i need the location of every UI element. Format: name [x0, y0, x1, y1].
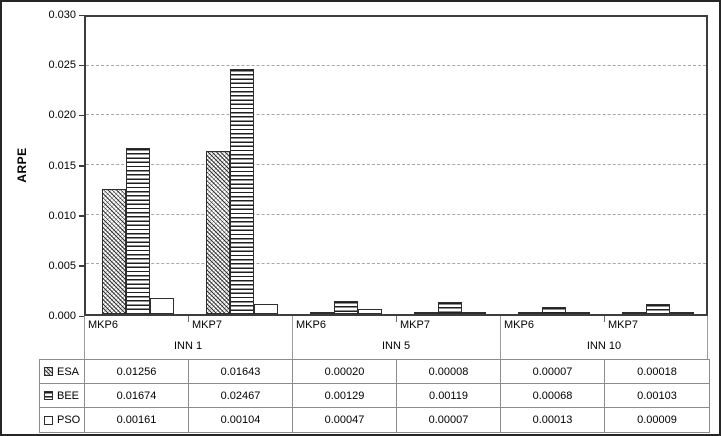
- category-tick: [604, 316, 605, 322]
- bar-ESA-INN1-MKP7: [206, 151, 230, 314]
- table-value-cell: 0.01674: [85, 384, 189, 408]
- group-separator: [707, 316, 708, 359]
- legend-swatch-diagonal-hatch-icon: [44, 367, 53, 376]
- y-tick-mark: [79, 114, 84, 117]
- group-separator: [292, 316, 293, 359]
- table-value-cell: 0.01256: [85, 360, 189, 384]
- table-value-cell: 0.00007: [397, 408, 501, 432]
- bar-PSO-INN10-MKP6: [566, 312, 590, 314]
- y-tick-label: 0.000: [48, 310, 76, 322]
- bar-BEE-INN1-MKP6: [126, 148, 150, 314]
- table-value-cell: 0.00009: [605, 408, 709, 432]
- y-tick-label: 0.010: [48, 209, 76, 222]
- table-value-cell: 0.00020: [293, 360, 397, 384]
- x-category-label: MKP6: [504, 319, 534, 331]
- x-category-label: MKP6: [296, 319, 326, 331]
- data-table: ESA 0.01256 0.01643 0.00020 0.00008 0.00007 0.…: [39, 359, 710, 433]
- legend-label: BEE: [57, 389, 80, 402]
- legend-cell-PSO: PSO: [40, 408, 85, 432]
- legend-label: PSO: [57, 414, 81, 426]
- bar-PSO-INN5-MKP7: [462, 312, 486, 314]
- y-tick-mark: [79, 14, 84, 16]
- bar-BEE-INN10-MKP6: [542, 307, 566, 314]
- bar-ESA-INN1-MKP6: [102, 189, 126, 314]
- gridline-0.005: [86, 263, 706, 265]
- bar-BEE-INN1-MKP7: [230, 69, 254, 314]
- x-group-label: INN 1: [173, 340, 203, 352]
- y-tick-label: 0.020: [48, 109, 76, 122]
- table-value-cell: 0.00119: [397, 384, 501, 408]
- category-tick: [396, 316, 397, 322]
- group-separator: [500, 316, 501, 359]
- table-row-BEE: BEE 0.01674 0.02467 0.00129 0.00119 0.00068 0.…: [40, 384, 709, 408]
- table-value-cell: 0.00013: [501, 408, 605, 432]
- table-value-cell: 0.00103: [605, 384, 709, 408]
- category-tick: [188, 316, 189, 322]
- x-category-label: MKP7: [192, 319, 222, 331]
- x-group-label: INN 5: [381, 340, 411, 352]
- y-tick-label: 0.025: [48, 59, 76, 72]
- table-value-cell: 0.00068: [501, 384, 605, 408]
- y-tick-mark: [79, 165, 84, 167]
- bar-ESA-INN5-MKP6: [310, 312, 334, 314]
- legend-swatch-solid-white-icon: [44, 415, 53, 425]
- legend-label: ESA: [57, 365, 80, 378]
- bar-PSO-INN10-MKP7: [670, 312, 694, 314]
- y-tick-mark: [79, 265, 84, 267]
- table-value-cell: 0.00047: [293, 408, 397, 432]
- gridline-0.020: [86, 114, 706, 116]
- bar-PSO-INN1-MKP6: [150, 298, 174, 314]
- table-value-cell: 0.00018: [605, 360, 709, 384]
- table-value-cell: 0.00129: [293, 384, 397, 408]
- table-value-cell: 0.00161: [85, 408, 189, 432]
- gridline-0.015: [86, 164, 706, 165]
- y-tick-label: 0.030: [48, 9, 76, 21]
- bar-ESA-INN5-MKP7: [414, 312, 438, 314]
- bar-PSO-INN1-MKP7: [254, 304, 278, 314]
- group-separator: [84, 316, 85, 359]
- legend-cell-BEE: BEE: [40, 384, 85, 408]
- bar-PSO-INN5-MKP6: [358, 309, 382, 314]
- plot-area: [84, 15, 708, 316]
- x-category-label: MKP6: [88, 319, 118, 331]
- y-tick-mark: [79, 315, 84, 317]
- gridline-0.010: [86, 213, 706, 215]
- bar-BEE-INN5-MKP6: [334, 301, 358, 314]
- y-axis-title: ARPE: [15, 146, 29, 183]
- y-tick-label: 0.005: [48, 259, 76, 272]
- table-value-cell: 0.00104: [189, 408, 293, 432]
- bar-ESA-INN10-MKP6: [518, 312, 542, 314]
- table-value-cell: 0.01643: [189, 360, 293, 384]
- y-tick-mark: [79, 64, 84, 67]
- bar-BEE-INN5-MKP7: [438, 302, 462, 314]
- table-value-cell: 0.00007: [501, 360, 605, 384]
- x-category-label: MKP7: [608, 319, 638, 331]
- bar-ESA-INN10-MKP7: [622, 312, 646, 314]
- legend-swatch-horizontal-lines-icon: [44, 391, 53, 400]
- table-row-ESA: ESA 0.01256 0.01643 0.00020 0.00008 0.00007 0.…: [40, 360, 709, 384]
- table-value-cell: 0.02467: [189, 384, 293, 408]
- y-tick-label: 0.015: [48, 159, 76, 172]
- table-row-PSO: PSO 0.00161 0.00104 0.00047 0.00007 0.00013 0.…: [40, 408, 709, 432]
- legend-cell-ESA: ESA: [40, 360, 85, 384]
- y-tick-mark: [79, 215, 84, 217]
- x-category-label: MKP7: [400, 319, 430, 331]
- bar-BEE-INN10-MKP7: [646, 304, 670, 314]
- x-group-label: INN 10: [586, 340, 622, 352]
- table-value-cell: 0.00008: [397, 360, 501, 384]
- gridline-0.025: [86, 64, 706, 66]
